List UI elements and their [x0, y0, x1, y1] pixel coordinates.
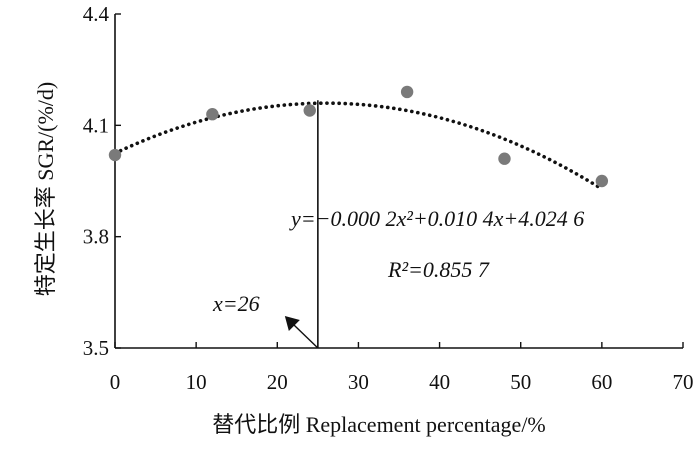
marker-label: x=26	[212, 291, 260, 316]
marker	[284, 100, 319, 349]
data-point	[108, 148, 122, 162]
y-tick-label: 4.1	[83, 113, 109, 137]
marker-arrow-head	[284, 316, 300, 331]
trendline-equation: y=−0.000 2x²+0.010 4x+4.024 6	[289, 206, 584, 231]
x-tick-label: 0	[110, 370, 121, 394]
data-point	[595, 174, 609, 188]
trendline	[113, 101, 604, 191]
x-tick-label: 30	[348, 370, 369, 394]
x-ticks: 0 10 20 30 40 50 60 70	[110, 342, 694, 394]
x-tick-label: 20	[267, 370, 288, 394]
x-tick-label: 60	[591, 370, 612, 394]
y-tick-label: 3.8	[83, 225, 109, 249]
data-point	[498, 152, 511, 165]
x-tick-label: 50	[510, 370, 531, 394]
data-point	[303, 104, 316, 117]
y-tick-label: 3.5	[83, 336, 109, 360]
x-axis-title: 替代比例 Replacement percentage/%	[212, 412, 546, 437]
trendline-curve	[113, 101, 604, 191]
y-axis-title: 特定生长率 SGR/(%/d)	[33, 82, 58, 297]
axes	[114, 14, 683, 349]
x-tick-label: 70	[673, 370, 694, 394]
x-tick-label: 10	[186, 370, 207, 394]
r-squared-label: R²=0.855 7	[387, 257, 490, 282]
marker-arrow-shaft	[290, 321, 319, 349]
y-tick-label: 4.4	[83, 2, 110, 26]
data-points	[108, 85, 609, 188]
data-point	[400, 85, 414, 99]
data-point	[206, 108, 219, 121]
x-tick-label: 40	[429, 370, 450, 394]
y-ticks: 3.5 3.8 4.1 4.4	[83, 2, 121, 360]
